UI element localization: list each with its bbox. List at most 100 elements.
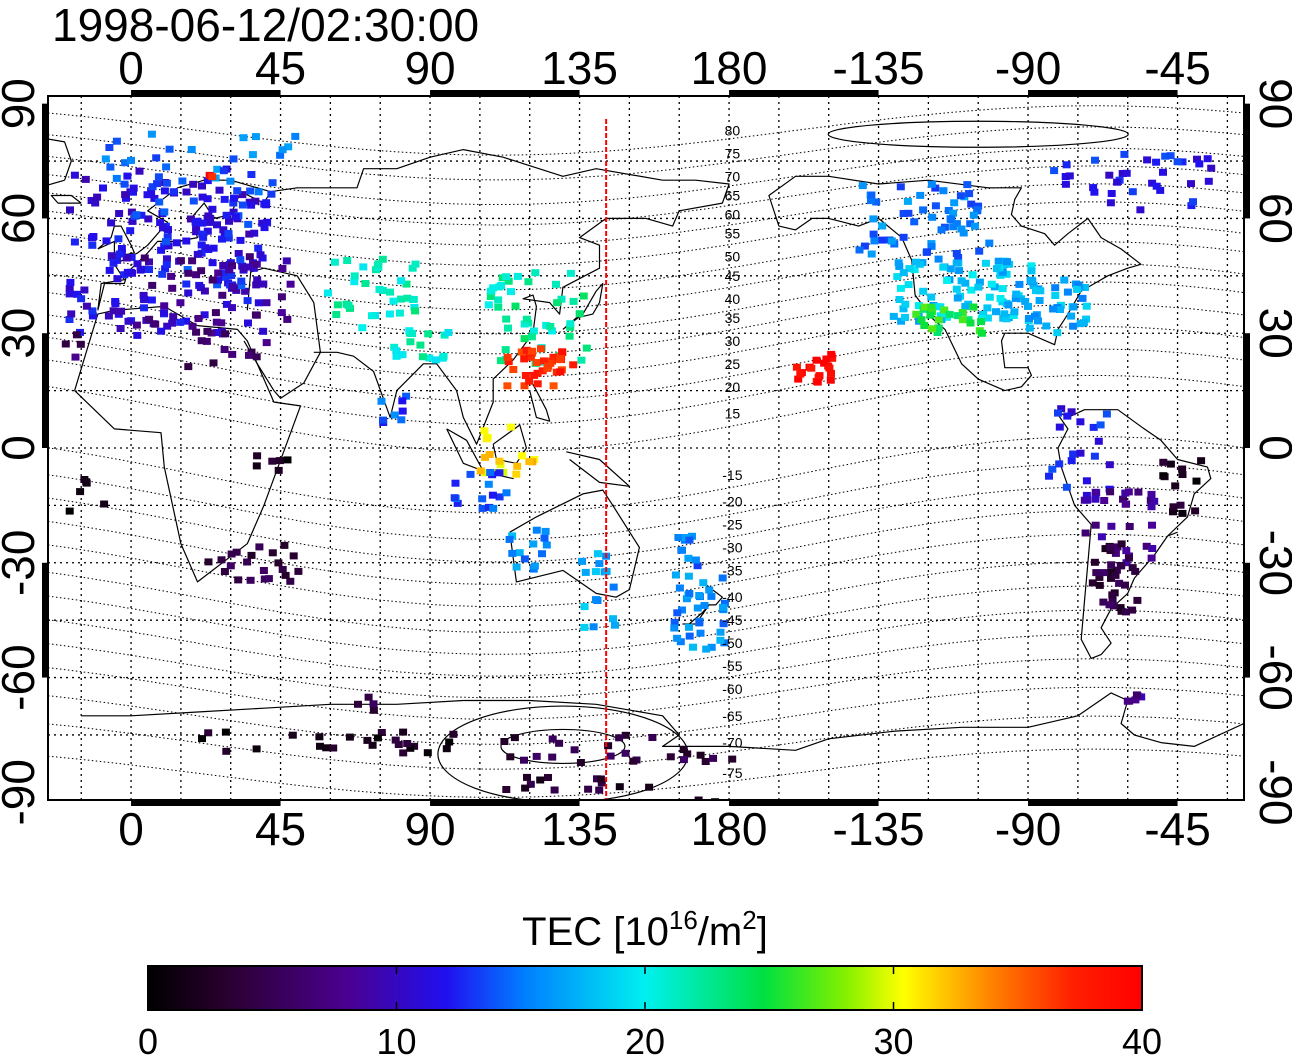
top-x-tick-label: 180 bbox=[691, 42, 768, 94]
tec-cell bbox=[1012, 290, 1021, 298]
tec-cell bbox=[264, 575, 273, 583]
tec-cell bbox=[484, 480, 493, 488]
tec-cell bbox=[675, 584, 684, 592]
tec-cell bbox=[65, 285, 74, 292]
bottom-x-tick-label: 135 bbox=[541, 803, 618, 855]
tec-cell bbox=[927, 180, 936, 188]
tec-cell bbox=[213, 329, 222, 336]
bottom-x-tick-label: 90 bbox=[404, 803, 455, 855]
tec-cell bbox=[89, 233, 98, 240]
tec-cell bbox=[489, 284, 498, 292]
tec-cell bbox=[904, 281, 913, 289]
tec-cell bbox=[70, 171, 79, 179]
tec-cell bbox=[511, 302, 520, 310]
colorbar-tick-label: 20 bbox=[625, 1021, 665, 1057]
tec-cell bbox=[182, 188, 191, 196]
tec-cell bbox=[1156, 186, 1165, 194]
tec-cell bbox=[542, 321, 551, 329]
tec-cell bbox=[860, 242, 869, 250]
tec-cell bbox=[354, 700, 362, 708]
tec-cell bbox=[679, 756, 688, 764]
tec-cell bbox=[896, 183, 905, 191]
tec-cell bbox=[952, 259, 961, 267]
tec-cell bbox=[73, 290, 81, 298]
tec-cell bbox=[522, 346, 531, 354]
tec-cell bbox=[716, 628, 725, 636]
tec-cell bbox=[211, 309, 220, 317]
tec-cell bbox=[192, 328, 201, 336]
tec-cell bbox=[219, 269, 228, 277]
tec-cell bbox=[592, 596, 600, 604]
tec-cell bbox=[116, 325, 125, 332]
tec-cell bbox=[1089, 423, 1098, 431]
tec-cell bbox=[889, 312, 898, 320]
tec-cell bbox=[260, 575, 269, 583]
tec-cell bbox=[1082, 491, 1091, 499]
tec-cell bbox=[794, 375, 803, 383]
tec-cell bbox=[1097, 533, 1106, 541]
contour-label: 65 bbox=[725, 187, 741, 203]
tec-cell bbox=[872, 198, 881, 206]
tec-cell bbox=[683, 750, 692, 758]
tec-cell bbox=[1076, 449, 1085, 457]
tec-cell bbox=[209, 359, 218, 367]
tec-cell bbox=[570, 746, 579, 754]
tec-cell bbox=[192, 228, 201, 236]
tec-cell bbox=[1027, 262, 1036, 270]
left-y-tick-label: 60 bbox=[0, 193, 44, 244]
tec-cell bbox=[369, 700, 378, 708]
tec-cell bbox=[580, 603, 589, 611]
contour-label: 80 bbox=[725, 122, 741, 138]
tec-cell bbox=[256, 251, 265, 259]
colorbar-ticks: 0 10 20 30 40 bbox=[138, 966, 1162, 1057]
north-pole-contour bbox=[827, 120, 1129, 148]
tec-cell bbox=[154, 173, 163, 181]
tec-cell bbox=[220, 195, 229, 203]
tec-cell bbox=[484, 301, 493, 309]
tec-cell bbox=[1108, 591, 1117, 599]
tec-cell bbox=[958, 309, 967, 316]
tec-cell bbox=[316, 742, 324, 750]
contour-label: -75 bbox=[722, 765, 742, 781]
tec-cell bbox=[527, 333, 536, 341]
tec-cell bbox=[163, 233, 172, 241]
tec-cell bbox=[262, 339, 271, 347]
tec-cell bbox=[867, 197, 875, 205]
tec-cell bbox=[193, 250, 202, 258]
tec-cell bbox=[184, 363, 193, 371]
tec-cell bbox=[289, 552, 298, 560]
tec-cell bbox=[679, 746, 688, 754]
tec-cell bbox=[944, 207, 953, 214]
tec-cell bbox=[1081, 284, 1089, 291]
tec-cell bbox=[877, 236, 886, 244]
tec-cell bbox=[215, 186, 224, 194]
contour-label: 55 bbox=[725, 226, 741, 242]
tec-cell bbox=[949, 209, 958, 217]
tec-cell bbox=[202, 337, 211, 345]
tec-cell bbox=[88, 312, 97, 320]
tec-cell bbox=[164, 242, 173, 250]
tec-cell bbox=[507, 288, 515, 296]
tec-cell bbox=[409, 295, 418, 303]
tec-cell bbox=[648, 734, 657, 741]
frame-bars bbox=[42, 90, 1250, 806]
tec-cell bbox=[160, 309, 169, 317]
tec-cell bbox=[685, 590, 694, 597]
tec-cell bbox=[147, 296, 156, 304]
tec-cell bbox=[943, 277, 952, 284]
tec-cell bbox=[234, 250, 243, 257]
tec-cell bbox=[1148, 521, 1156, 529]
tec-cell bbox=[969, 303, 978, 311]
tec-cell bbox=[169, 188, 178, 196]
right-y-tick-label: -60 bbox=[1250, 644, 1292, 710]
tec-cell bbox=[1122, 608, 1130, 616]
tec-cell bbox=[1143, 156, 1152, 164]
tec-cell bbox=[398, 397, 407, 405]
tec-cell bbox=[403, 294, 412, 302]
tec-cell bbox=[91, 199, 100, 207]
tec-cell bbox=[629, 757, 638, 765]
tec-cell bbox=[260, 200, 269, 208]
tec-cell bbox=[1176, 501, 1185, 509]
tec-cell bbox=[397, 277, 406, 285]
tec-cell bbox=[1178, 471, 1187, 478]
